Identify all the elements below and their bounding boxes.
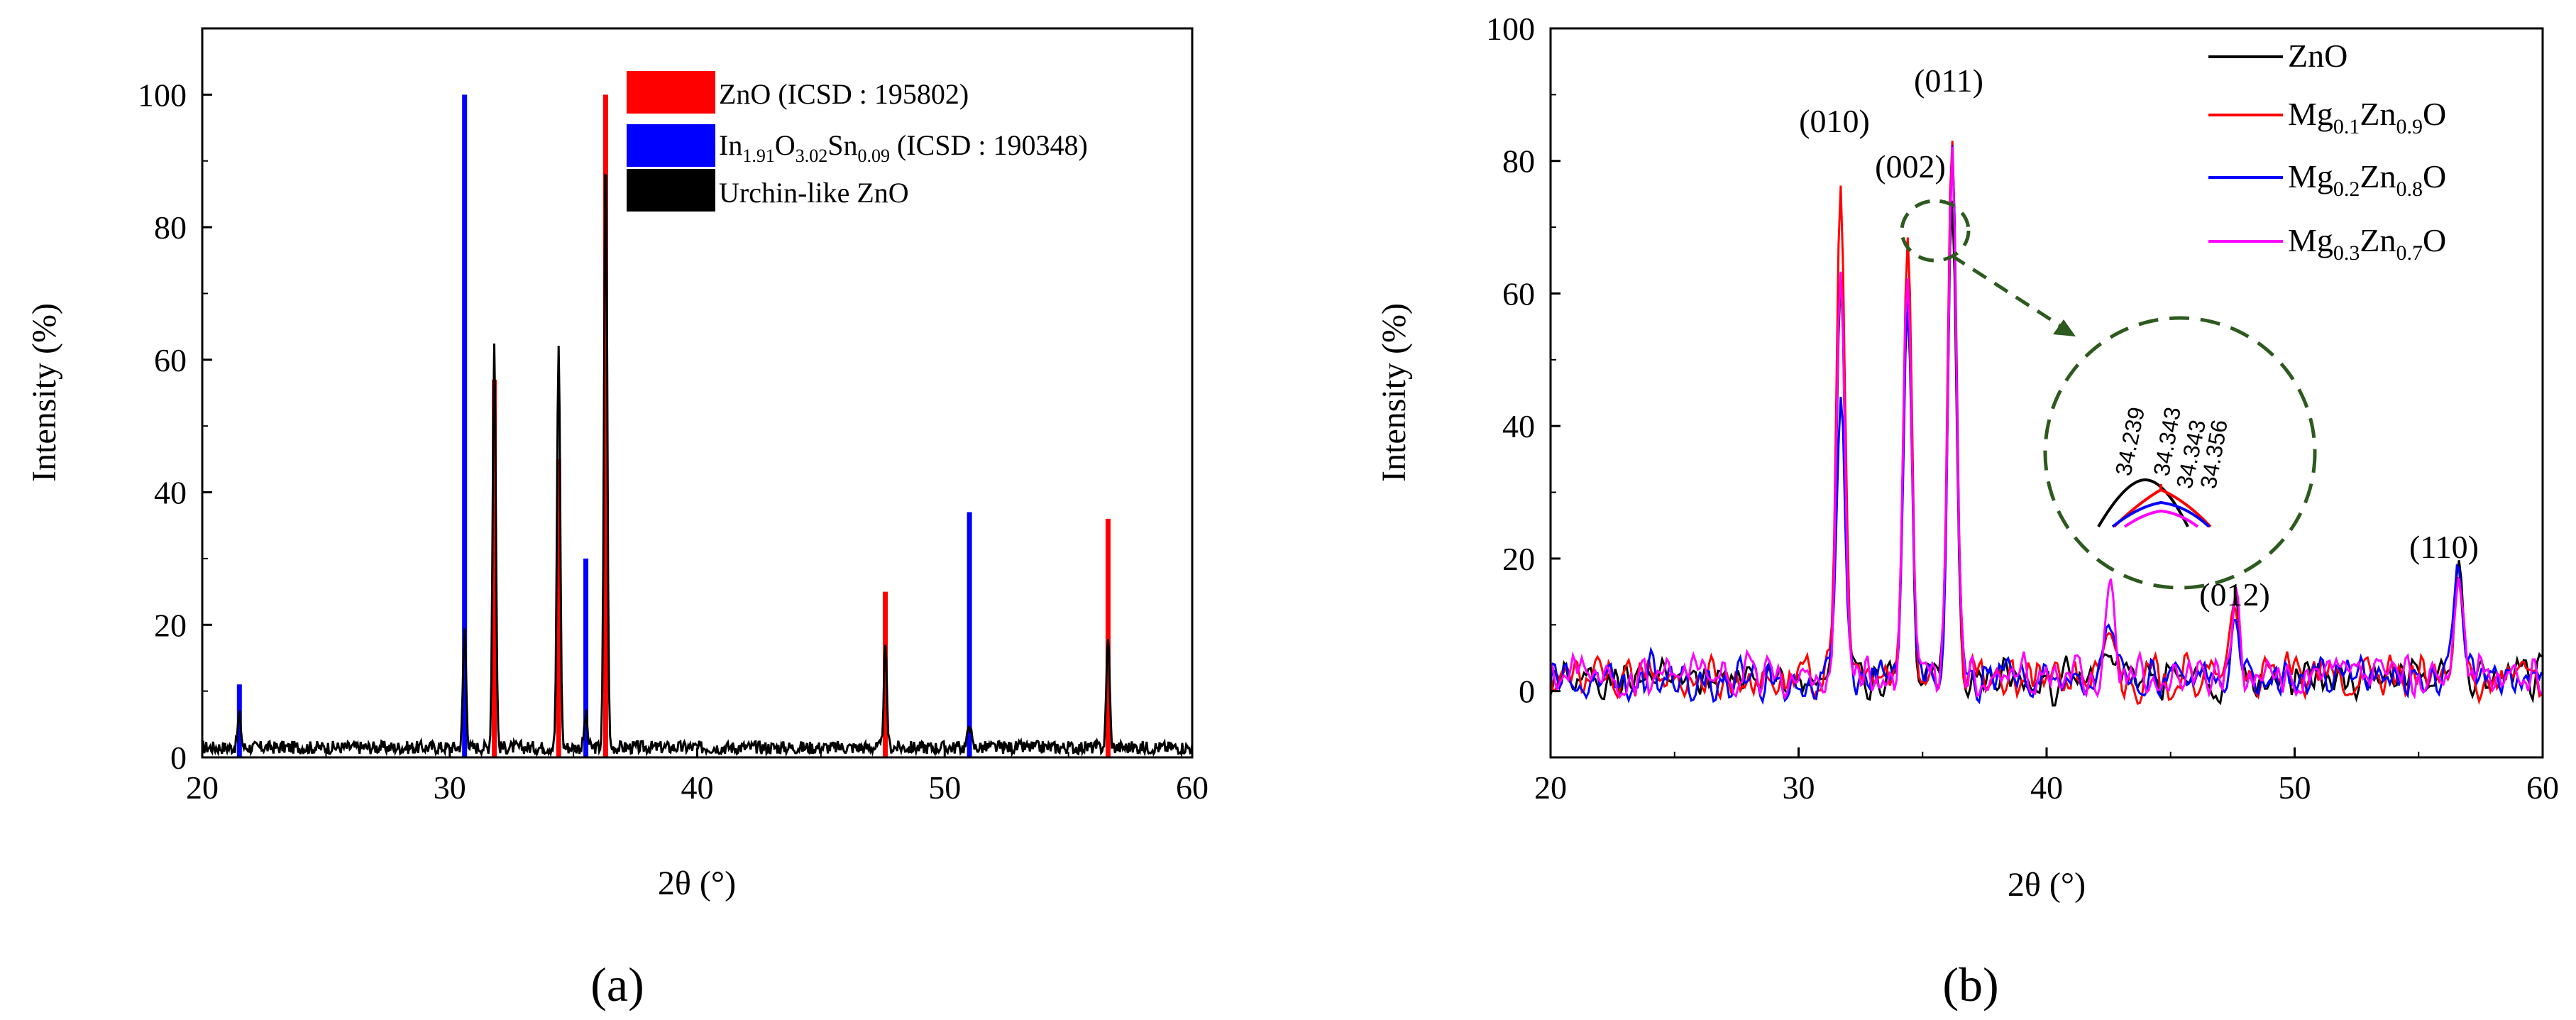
axis-ticks: 20 30 40 50 60 0 20 40 60 80 100 bbox=[1486, 11, 2559, 806]
zoom-source-ellipse bbox=[1900, 199, 1971, 263]
y-tick-label: 100 bbox=[1486, 11, 1535, 47]
peak-label-010: (010) bbox=[1799, 103, 1870, 139]
zoom-arrowhead bbox=[2053, 319, 2076, 336]
zoom-arrow bbox=[1950, 253, 2063, 329]
peak-label-011: (011) bbox=[1914, 62, 1983, 99]
plot-frame bbox=[1549, 27, 2544, 759]
legend-swatch-red bbox=[627, 71, 715, 114]
zoom-peak-zno bbox=[2097, 478, 2189, 528]
y-tick-label: 20 bbox=[1502, 541, 1535, 577]
legend-label-mg03: Mg0.3Zn0.7O bbox=[2288, 222, 2446, 265]
zoom-peak-mg01 bbox=[2113, 484, 2212, 528]
panel-label-a: (a) bbox=[590, 958, 644, 1011]
x-tick-label: 20 bbox=[186, 769, 219, 806]
x-tick-label: 50 bbox=[2279, 769, 2311, 806]
x-tick-label: 40 bbox=[681, 769, 714, 806]
zoom-peak-mg03 bbox=[2123, 509, 2199, 528]
x-tick-label: 60 bbox=[1176, 769, 1209, 806]
legend-label-mg01: Mg0.1Zn0.9O bbox=[2288, 96, 2446, 138]
y-tick-label: 80 bbox=[1502, 143, 1535, 180]
peak-label-012: (012) bbox=[2199, 576, 2270, 613]
legend-swatch-black bbox=[627, 169, 715, 212]
legend-label-zno: ZnO bbox=[2288, 38, 2347, 74]
y-tick-label: 0 bbox=[1519, 674, 1535, 710]
x-tick-label: 20 bbox=[1534, 769, 1567, 806]
y-axis-label: Intensity (%) bbox=[1375, 303, 1413, 482]
y-tick-label: 80 bbox=[154, 209, 187, 246]
y-tick-label: 40 bbox=[154, 475, 187, 511]
x-axis-label: 2θ (°) bbox=[2008, 866, 2086, 904]
legend-label-in-o-sn: In1.91O3.02Sn0.09 (ICSD : 190348) bbox=[719, 129, 1088, 166]
legend-label-urchin-zno: Urchin-like ZnO bbox=[719, 177, 909, 209]
y-tick-label: 60 bbox=[154, 342, 187, 378]
zoom-inset: 34.239 34.343 34.343 34.356 bbox=[1900, 199, 2317, 590]
y-axis-label: Intensity (%) bbox=[26, 303, 63, 482]
series-line-mg03 bbox=[1549, 146, 2543, 701]
legend-swatch-blue bbox=[627, 124, 715, 167]
legend: ZnO (ICSD : 195802) In1.91O3.02Sn0.09 (I… bbox=[627, 71, 1088, 212]
x-tick-label: 30 bbox=[1783, 769, 1815, 806]
legend-label-mg02: Mg0.2Zn0.8O bbox=[2288, 158, 2446, 201]
y-tick-label: 60 bbox=[1502, 275, 1535, 312]
x-tick-label: 30 bbox=[434, 769, 466, 806]
zoom-peak-mg02 bbox=[2111, 500, 2211, 528]
y-tick-label: 20 bbox=[154, 607, 187, 643]
peak-label-002: (002) bbox=[1875, 148, 1946, 185]
panel-b: 20 30 40 50 60 0 20 40 60 80 100 2θ (°) Intensity … bbox=[1375, 11, 2559, 1011]
legend: ZnO Mg0.1Zn0.9O Mg0.2Zn0.8O Mg0.3Zn0.7O bbox=[2208, 38, 2446, 265]
x-axis-label: 2θ (°) bbox=[658, 865, 736, 902]
y-tick-label: 0 bbox=[170, 740, 187, 776]
series-line-urchin-zno bbox=[202, 173, 1194, 758]
zoom-label-1: 34.239 bbox=[2110, 405, 2150, 478]
legend-label-zno-icsd: ZnO (ICSD : 195802) bbox=[719, 78, 969, 110]
x-tick-label: 50 bbox=[928, 769, 961, 806]
peak-labels: (010) (002) (011) (012) (110) bbox=[1799, 62, 2479, 613]
y-tick-label: 100 bbox=[138, 77, 187, 113]
x-tick-label: 40 bbox=[2030, 769, 2063, 806]
data-series bbox=[202, 173, 1194, 758]
panel-label-b: (b) bbox=[1942, 958, 1998, 1011]
y-tick-label: 40 bbox=[1502, 408, 1535, 444]
zoom-circle bbox=[2043, 316, 2317, 590]
data-series bbox=[1549, 141, 2543, 707]
peak-label-110: (110) bbox=[2409, 529, 2479, 565]
x-tick-label: 60 bbox=[2526, 769, 2559, 806]
